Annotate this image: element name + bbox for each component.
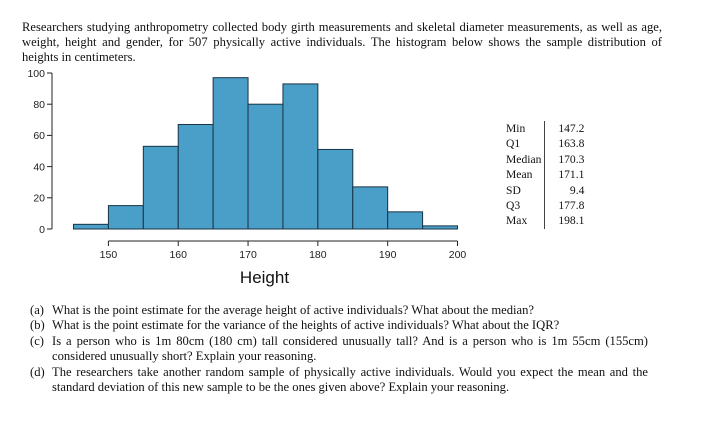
stat-row-q3: Q3 177.8 bbox=[506, 198, 585, 214]
stat-label: Q3 bbox=[506, 199, 521, 213]
question-item: (a) What is the point estimate for the a… bbox=[30, 303, 648, 318]
x-tick-label: 160 bbox=[169, 249, 187, 261]
stat-label: Q1 bbox=[506, 137, 521, 151]
stat-value: 147.2 bbox=[544, 121, 585, 137]
question-item: (d) The researchers take another random … bbox=[30, 365, 648, 396]
question-text: The researchers take another random samp… bbox=[52, 364, 648, 395]
summary-statistics-table: Min 147.2 Q1 163.8 Median 170.3 Mean 171… bbox=[506, 121, 585, 229]
histogram-bar bbox=[142, 145, 179, 230]
stat-value: 9.4 bbox=[544, 182, 585, 199]
stat-label: Median bbox=[506, 152, 542, 166]
x-tick-label: 180 bbox=[309, 249, 327, 261]
question-item: (c) Is a person who is 1m 80cm (180 cm) … bbox=[30, 334, 648, 365]
stat-value: 170.3 bbox=[544, 151, 585, 168]
histogram-bar bbox=[73, 223, 109, 230]
histogram-bar bbox=[177, 123, 214, 230]
stat-label: Mean bbox=[506, 168, 533, 182]
stat-row-q1: Q1 163.8 bbox=[506, 136, 585, 152]
histogram-bar bbox=[212, 77, 249, 230]
question-text: What is the point estimate for the avera… bbox=[52, 303, 535, 317]
stat-row-min: Min 147.2 bbox=[506, 121, 585, 137]
question-text: Is a person who is 1m 80cm (180 cm) tall… bbox=[52, 333, 648, 364]
stat-value: 198.1 bbox=[544, 213, 585, 229]
height-histogram: 0 20 40 60 80 100 150 160 170 180 190 200 Height bbox=[27, 68, 467, 287]
histogram-bar bbox=[422, 225, 459, 230]
question-marker: (d) bbox=[30, 364, 45, 379]
y-tick-label: 20 bbox=[33, 193, 45, 205]
histogram-bar bbox=[282, 83, 319, 230]
stat-label: Max bbox=[506, 214, 528, 228]
histogram-bar bbox=[387, 211, 424, 230]
histogram-bar bbox=[317, 148, 354, 230]
stat-row-median: Median 170.3 bbox=[506, 151, 585, 168]
stat-row-max: Max 198.1 bbox=[506, 213, 585, 229]
stat-value: 177.8 bbox=[544, 198, 585, 214]
y-tick-label: 40 bbox=[33, 161, 45, 173]
stat-value: 171.1 bbox=[544, 167, 585, 183]
y-tick-label: 0 bbox=[39, 224, 45, 236]
stat-label: SD bbox=[506, 183, 521, 197]
question-item: (b) What is the point estimate for the v… bbox=[30, 318, 648, 333]
question-marker: (c) bbox=[30, 333, 44, 348]
x-tick-label: 150 bbox=[100, 249, 118, 261]
question-text: What is the point estimate for the varia… bbox=[52, 318, 560, 333]
stat-row-sd: SD 9.4 bbox=[506, 182, 585, 199]
intro-paragraph: Researchers studying anthropometry colle… bbox=[22, 19, 662, 65]
histogram-bar bbox=[247, 103, 284, 230]
y-tick-label: 60 bbox=[33, 130, 45, 142]
x-tick-label: 190 bbox=[379, 249, 397, 261]
x-tick-label: 170 bbox=[239, 249, 257, 261]
histogram-bar bbox=[352, 186, 389, 230]
y-tick-label: 100 bbox=[27, 68, 45, 80]
stat-label: Min bbox=[506, 122, 526, 135]
stat-value: 163.8 bbox=[544, 136, 585, 152]
x-axis-title: Height bbox=[240, 268, 289, 287]
histogram-bar bbox=[107, 205, 144, 230]
question-marker: (b) bbox=[30, 318, 45, 333]
question-marker: (a) bbox=[30, 303, 44, 317]
y-tick-label: 80 bbox=[33, 99, 45, 111]
question-list: (a) What is the point estimate for the a… bbox=[30, 303, 648, 395]
x-tick-label: 200 bbox=[449, 249, 467, 261]
stat-row-mean: Mean 171.1 bbox=[506, 167, 585, 183]
